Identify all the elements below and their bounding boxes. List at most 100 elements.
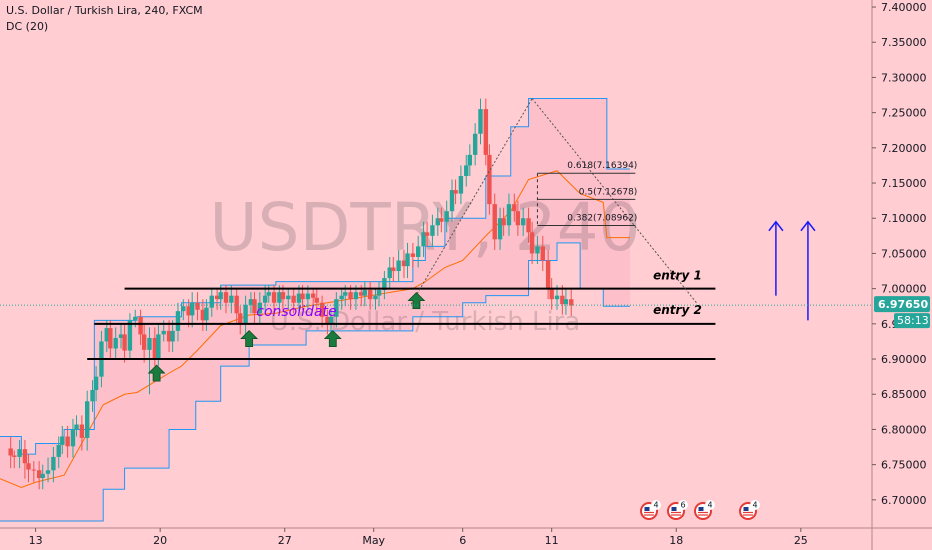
event-badge: [678, 500, 688, 510]
candle: [296, 285, 302, 314]
event-badge: [651, 500, 661, 510]
candle-body: [223, 292, 229, 303]
us-flag-event-icon[interactable]: 6: [667, 500, 688, 520]
candle: [56, 436, 61, 469]
candle: [113, 327, 118, 360]
candle: [382, 271, 387, 300]
candle-body: [478, 109, 483, 134]
price-label-value: 6.97650: [878, 298, 928, 311]
candle-body: [248, 299, 254, 305]
candle-body: [367, 290, 373, 300]
target-arrow[interactable]: [768, 220, 784, 296]
candle: [416, 235, 421, 268]
candle-body: [549, 288, 554, 300]
indicator-label: DC (20): [6, 20, 49, 33]
candle: [405, 242, 410, 279]
candle-body: [17, 449, 22, 457]
candle: [535, 235, 540, 264]
candle: [458, 165, 464, 205]
candle-body: [501, 218, 506, 226]
candle: [79, 415, 85, 451]
candle-body: [467, 154, 473, 166]
candle-body: [56, 444, 61, 457]
candle: [391, 256, 396, 282]
candle-body: [339, 295, 344, 300]
candle: [396, 249, 401, 282]
candle-body: [328, 316, 334, 324]
candle-body: [492, 204, 497, 240]
candle: [108, 320, 113, 360]
candle: [492, 193, 497, 250]
candle-body: [305, 293, 311, 300]
candle-body: [343, 292, 348, 296]
candle: [529, 221, 535, 264]
us-flag-event-icon[interactable]: 4: [640, 500, 661, 520]
candle: [214, 288, 220, 310]
event-count: 4: [707, 501, 712, 510]
drawings[interactable]: 0.618(7.16394) 0.5(7.12678) 0.382(7.08962)…: [0, 98, 872, 382]
candle-body: [277, 292, 282, 303]
candle: [70, 418, 76, 458]
us-flag-event-icon[interactable]: 4: [739, 500, 760, 520]
entry-label: entry 1: [653, 268, 702, 282]
candle-body: [353, 292, 359, 300]
candle-body: [521, 218, 526, 226]
candle-body: [362, 290, 368, 296]
candle-body: [156, 334, 161, 360]
candle-body: [26, 463, 31, 470]
us-flag-event-icon[interactable]: 4: [694, 500, 715, 520]
x-tick-label: 13: [29, 534, 43, 547]
y-tick-label: 7.15000: [881, 177, 927, 190]
candle-body: [175, 311, 181, 331]
candle: [85, 390, 90, 451]
candle: [277, 285, 282, 314]
channel-fill: [0, 98, 630, 521]
candle: [204, 299, 209, 331]
current-price-label: 6.97650 58:13: [874, 296, 930, 329]
candle-body: [12, 455, 17, 457]
candle: [31, 461, 37, 483]
candle-body: [554, 295, 560, 300]
target-arrow[interactable]: [800, 220, 816, 321]
candle: [93, 366, 99, 402]
candle: [540, 235, 545, 272]
candle: [65, 425, 70, 458]
candle-body: [229, 295, 234, 303]
candle: [122, 323, 127, 363]
candle-body: [161, 330, 166, 335]
candle-body: [65, 436, 70, 447]
candle-body: [391, 267, 396, 272]
candle-body: [271, 292, 277, 303]
candle-body: [79, 424, 85, 438]
candle: [74, 415, 79, 437]
candle-body: [458, 176, 464, 194]
candle: [373, 288, 378, 310]
candle-body: [138, 316, 143, 335]
candle-body: [152, 337, 158, 360]
y-tick-label: 7.30000: [881, 71, 927, 84]
y-tick-label: 6.90000: [881, 353, 927, 366]
countdown-value: 58:13: [897, 314, 929, 327]
candle: [234, 288, 239, 324]
consolidate-label: consolidate: [256, 304, 336, 320]
candle: [401, 249, 407, 279]
x-tick-label: 25: [794, 534, 808, 547]
candle-body: [31, 469, 37, 471]
candle-body: [416, 246, 421, 257]
candle-body: [280, 292, 286, 300]
economic-events[interactable]: 4 6 4 4: [640, 500, 760, 520]
candle: [243, 295, 248, 335]
countdown-box: [894, 313, 930, 329]
candle: [166, 320, 172, 352]
candle: [328, 309, 334, 335]
x-tick-label: 6: [459, 534, 466, 547]
chart-title: U.S. Dollar / Turkish Lira, 240, FXCM: [6, 4, 203, 17]
candle: [453, 179, 458, 205]
candle-body: [359, 292, 364, 296]
candle-body: [464, 165, 469, 176]
candle-body: [535, 246, 540, 254]
candle-body: [563, 299, 569, 305]
